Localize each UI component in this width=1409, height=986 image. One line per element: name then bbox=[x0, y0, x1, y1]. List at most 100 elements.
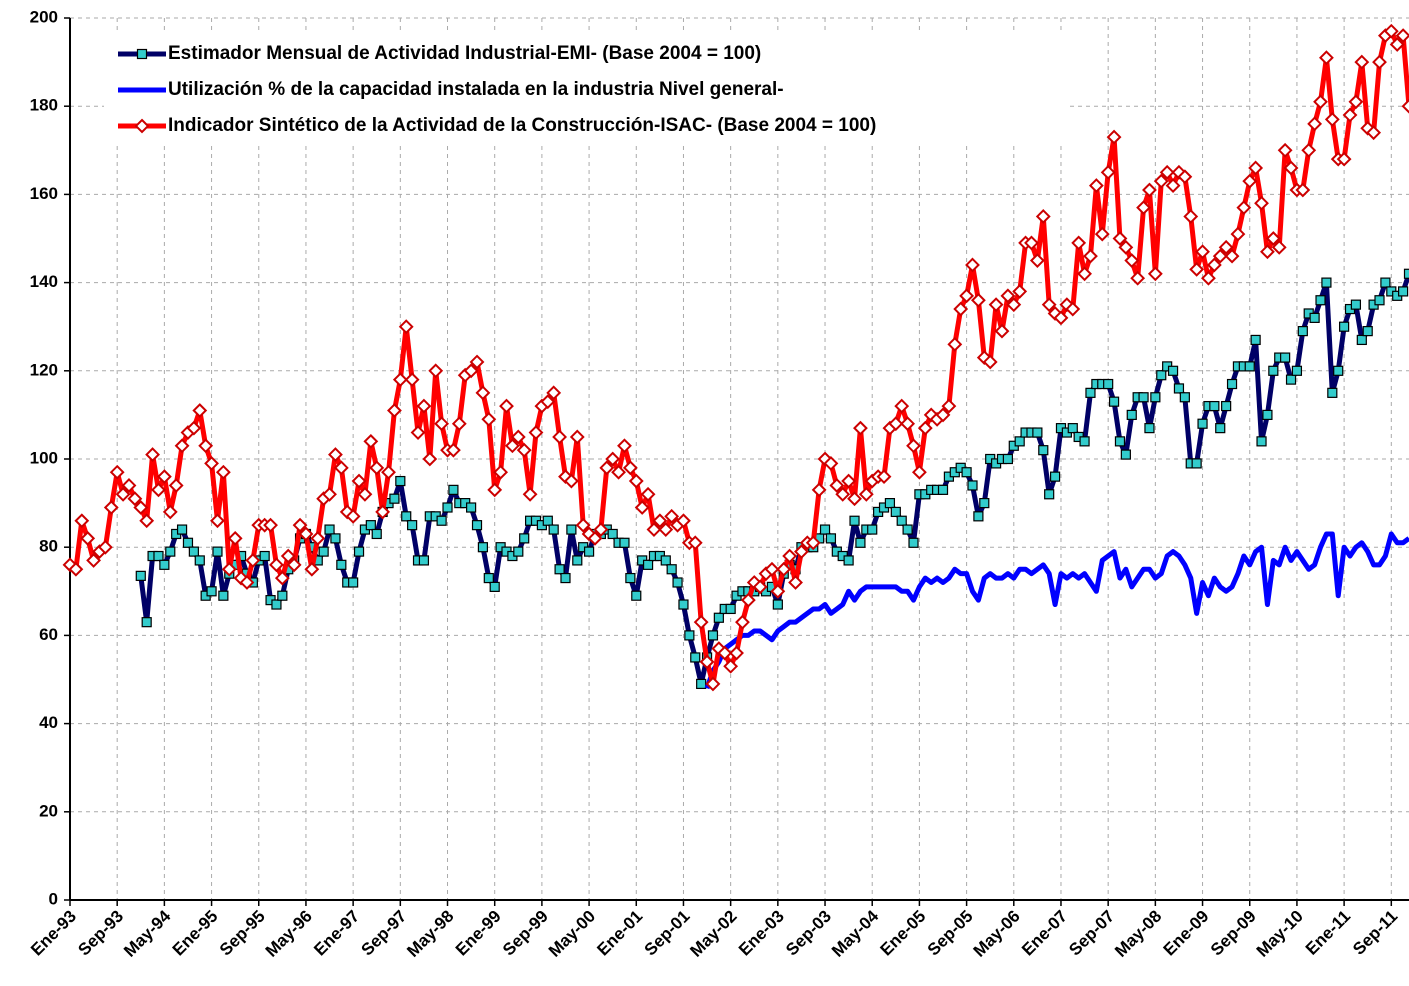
data-point bbox=[483, 572, 494, 584]
data-point bbox=[381, 464, 396, 480]
data-point bbox=[277, 590, 288, 601]
data-point bbox=[794, 544, 809, 560]
data-point bbox=[829, 478, 845, 493]
data-point bbox=[1285, 374, 1297, 385]
data-point bbox=[1071, 235, 1087, 251]
x-tick-label: May-10 bbox=[1253, 907, 1307, 961]
data-point bbox=[1142, 182, 1157, 198]
legend-marker bbox=[134, 118, 150, 134]
data-point bbox=[1206, 257, 1222, 273]
data-point bbox=[206, 586, 217, 597]
data-point bbox=[1315, 295, 1326, 306]
data-point bbox=[855, 537, 866, 548]
data-point bbox=[407, 520, 418, 531]
data-point bbox=[1189, 261, 1205, 277]
data-point bbox=[725, 603, 736, 615]
x-tick-label: Ene-11 bbox=[1302, 907, 1354, 959]
data-point bbox=[1265, 231, 1281, 246]
data-point bbox=[489, 581, 500, 592]
y-tick-label: 120 bbox=[30, 360, 58, 379]
data-point bbox=[1242, 173, 1258, 189]
data-point bbox=[239, 575, 255, 590]
data-point bbox=[80, 530, 96, 546]
legend-label: Utilización % de la capacidad instalada … bbox=[168, 79, 784, 100]
data-point bbox=[375, 504, 391, 520]
data-point bbox=[1301, 142, 1317, 158]
x-tick-label: May-94 bbox=[120, 906, 175, 961]
data-point bbox=[324, 524, 335, 535]
data-point bbox=[363, 433, 379, 449]
x-tick-label: Sep-11 bbox=[1349, 907, 1401, 959]
data-point bbox=[74, 513, 90, 529]
data-point bbox=[1179, 392, 1190, 403]
data-point bbox=[1103, 378, 1114, 390]
data-point bbox=[1130, 270, 1146, 286]
data-point bbox=[1283, 160, 1299, 176]
data-point bbox=[1159, 164, 1175, 180]
data-point bbox=[1165, 178, 1181, 193]
data-point bbox=[422, 451, 438, 467]
data-point bbox=[988, 297, 1004, 313]
y-tick-label: 20 bbox=[39, 801, 58, 820]
data-point bbox=[581, 526, 597, 542]
data-point bbox=[1118, 239, 1134, 255]
data-point bbox=[357, 486, 373, 502]
legend-box bbox=[104, 34, 1066, 144]
data-point bbox=[1291, 365, 1303, 376]
data-point bbox=[1333, 365, 1344, 376]
data-point bbox=[471, 520, 483, 531]
x-tick-label: Sep-93 bbox=[74, 907, 127, 960]
data-point bbox=[770, 583, 786, 599]
data-point bbox=[1147, 266, 1163, 282]
data-point bbox=[1065, 301, 1081, 317]
data-point bbox=[1094, 226, 1110, 242]
data-point bbox=[145, 447, 160, 463]
data-point bbox=[516, 442, 532, 458]
data-point bbox=[1114, 436, 1126, 447]
x-tick-label: Ene-99 bbox=[452, 907, 505, 960]
data-point bbox=[1260, 244, 1275, 260]
data-point bbox=[410, 425, 426, 440]
data-point bbox=[849, 515, 860, 526]
data-point bbox=[678, 599, 689, 610]
data-point bbox=[304, 561, 320, 577]
y-tick-label: 0 bbox=[49, 889, 58, 908]
data-point bbox=[546, 385, 562, 401]
data-point bbox=[1183, 209, 1199, 224]
data-point bbox=[259, 550, 270, 562]
data-point bbox=[418, 555, 430, 566]
data-point bbox=[1236, 200, 1252, 216]
data-point bbox=[687, 535, 703, 551]
data-point bbox=[867, 524, 878, 535]
data-point bbox=[1374, 295, 1385, 306]
data-point bbox=[690, 652, 701, 663]
x-tick-label: Sep-95 bbox=[216, 907, 269, 960]
data-point bbox=[188, 546, 199, 557]
series-line bbox=[704, 531, 1409, 690]
data-point bbox=[1244, 361, 1255, 372]
data-point bbox=[583, 546, 595, 557]
data-point bbox=[817, 451, 833, 467]
data-point bbox=[493, 464, 509, 480]
data-point bbox=[967, 480, 978, 491]
data-point bbox=[1085, 387, 1096, 398]
x-tick-label: May-00 bbox=[545, 907, 599, 961]
data-point bbox=[434, 416, 450, 432]
data-point bbox=[552, 429, 568, 445]
data-point bbox=[908, 537, 919, 548]
data-point bbox=[1191, 458, 1202, 469]
data-point bbox=[1215, 423, 1226, 434]
data-point bbox=[1079, 436, 1090, 447]
data-point bbox=[707, 630, 719, 641]
data-point bbox=[563, 473, 579, 489]
data-point bbox=[141, 617, 152, 628]
data-point bbox=[245, 553, 261, 568]
data-point bbox=[843, 555, 854, 566]
data-point bbox=[1248, 160, 1264, 176]
data-point bbox=[805, 535, 821, 551]
data-point bbox=[900, 416, 916, 432]
data-point bbox=[1342, 107, 1358, 123]
data-point bbox=[666, 564, 677, 575]
data-point bbox=[186, 420, 202, 436]
data-point bbox=[965, 257, 980, 273]
